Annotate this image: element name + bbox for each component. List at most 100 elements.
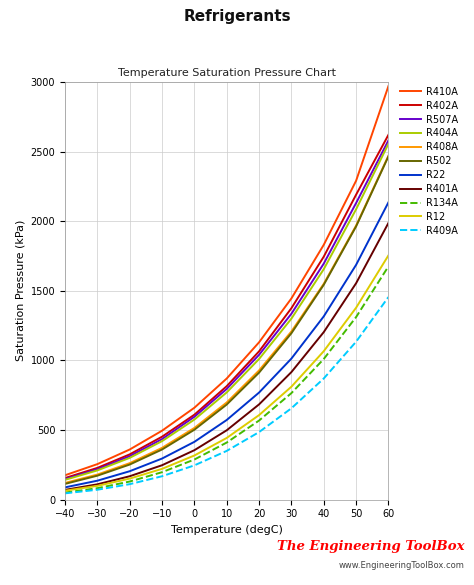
R408A [385, 152, 391, 159]
R134A [289, 390, 294, 397]
R507A [127, 453, 133, 460]
R12 [127, 475, 133, 482]
R507A [94, 466, 100, 473]
R402A [256, 348, 262, 355]
R410A [62, 472, 68, 479]
R408A [321, 280, 327, 287]
R134A [224, 439, 229, 446]
Legend: R410A, R402A, R507A, R404A, R408A, R502, R22, R401A, R134A, R12, R409A: R410A, R402A, R507A, R404A, R408A, R502,… [400, 87, 458, 236]
R502 [353, 223, 359, 230]
R404A [385, 140, 391, 147]
Line: R408A: R408A [65, 156, 388, 483]
R22 [321, 313, 327, 320]
Title: Temperature Saturation Pressure Chart: Temperature Saturation Pressure Chart [118, 68, 336, 78]
R408A [94, 471, 100, 478]
R12 [321, 347, 327, 355]
R401A [94, 481, 100, 488]
R502 [62, 480, 68, 487]
R502 [385, 153, 391, 160]
R402A [94, 464, 100, 472]
R507A [385, 137, 391, 144]
Y-axis label: Saturation Pressure (kPa): Saturation Pressure (kPa) [15, 220, 25, 362]
R134A [256, 417, 262, 424]
R401A [224, 427, 229, 434]
R408A [127, 460, 133, 467]
R410A [385, 82, 391, 90]
R409A [94, 486, 100, 493]
R22 [94, 477, 100, 484]
R402A [353, 191, 359, 198]
R401A [385, 219, 391, 226]
R402A [127, 451, 133, 458]
Text: Refrigerants: Refrigerants [183, 9, 291, 24]
R12 [256, 412, 262, 419]
R409A [321, 375, 327, 382]
R401A [127, 473, 133, 480]
R409A [127, 481, 133, 488]
R409A [159, 473, 165, 480]
Line: R402A: R402A [65, 135, 388, 478]
R402A [289, 305, 294, 312]
X-axis label: Temperature (degC): Temperature (degC) [171, 525, 283, 535]
R410A [289, 295, 294, 302]
R401A [289, 369, 294, 376]
R134A [62, 489, 68, 496]
R12 [289, 383, 294, 390]
R401A [321, 329, 327, 336]
R404A [224, 389, 229, 396]
R12 [191, 452, 197, 459]
R409A [191, 462, 197, 469]
R502 [127, 461, 133, 468]
R12 [385, 252, 391, 259]
R404A [159, 438, 165, 445]
R502 [256, 369, 262, 376]
R408A [159, 445, 165, 452]
R404A [321, 266, 327, 273]
R404A [62, 476, 68, 483]
R22 [224, 417, 229, 424]
R402A [62, 474, 68, 481]
Line: R507A: R507A [65, 140, 388, 479]
R402A [191, 411, 197, 418]
R408A [289, 328, 294, 335]
R502 [321, 281, 327, 288]
R502 [224, 401, 229, 408]
R409A [385, 294, 391, 301]
R507A [256, 352, 262, 359]
Text: www.EngineeringToolBox.com: www.EngineeringToolBox.com [338, 562, 465, 570]
R12 [224, 435, 229, 442]
R507A [224, 386, 229, 393]
R404A [127, 455, 133, 462]
R22 [159, 455, 165, 462]
R22 [127, 468, 133, 475]
R22 [256, 389, 262, 396]
R402A [321, 253, 327, 260]
R402A [385, 132, 391, 139]
R401A [353, 280, 359, 287]
Line: R134A: R134A [65, 266, 388, 493]
R22 [353, 261, 359, 269]
R134A [159, 469, 165, 476]
R404A [353, 206, 359, 213]
R502 [94, 472, 100, 479]
R410A [159, 427, 165, 434]
R22 [385, 199, 391, 206]
Line: R409A: R409A [65, 297, 388, 493]
Line: R502: R502 [65, 156, 388, 484]
R409A [353, 338, 359, 345]
R12 [159, 465, 165, 472]
R507A [321, 260, 327, 267]
R12 [94, 482, 100, 489]
R134A [321, 356, 327, 363]
Line: R404A: R404A [65, 144, 388, 480]
R502 [159, 446, 165, 453]
Line: R401A: R401A [65, 223, 388, 490]
R410A [256, 339, 262, 346]
R410A [127, 446, 133, 453]
R134A [127, 478, 133, 485]
R410A [224, 375, 229, 382]
R410A [94, 460, 100, 467]
R408A [224, 399, 229, 406]
R404A [256, 356, 262, 363]
R409A [224, 448, 229, 455]
